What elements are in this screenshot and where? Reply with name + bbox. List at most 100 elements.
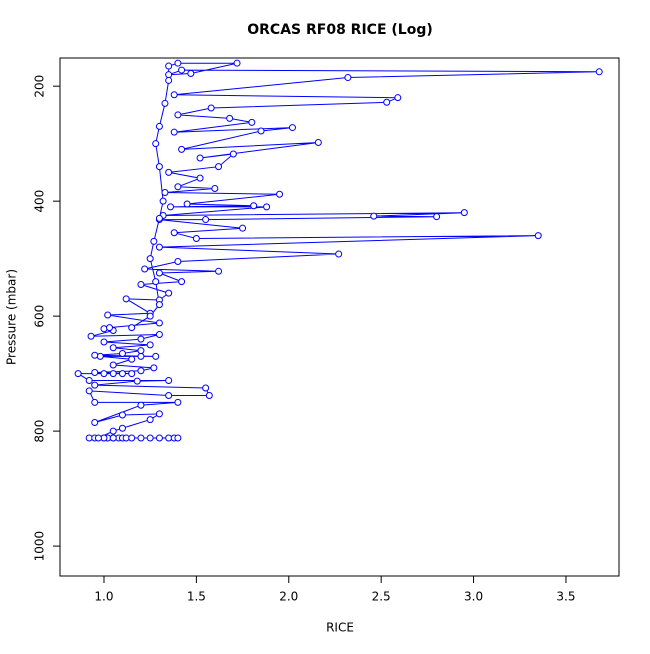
x-tick-label: 3.0: [464, 590, 483, 604]
data-point: [91, 381, 99, 389]
data-point: [152, 278, 160, 286]
y-tick-label: 1000: [33, 531, 47, 562]
data-point: [109, 434, 117, 442]
data-point: [314, 139, 322, 147]
data-point: [85, 387, 93, 395]
data-point: [226, 114, 234, 122]
data-point: [174, 258, 182, 266]
data-point: [109, 344, 117, 352]
data-point: [174, 434, 182, 442]
data-point: [165, 377, 173, 385]
data-point: [248, 118, 256, 126]
data-point: [433, 213, 441, 221]
data-point: [161, 189, 169, 197]
data-point: [595, 68, 603, 76]
data-point: [100, 370, 108, 378]
data-point: [202, 216, 210, 224]
data-point: [128, 434, 136, 442]
data-point: [137, 367, 145, 375]
data-point: [87, 332, 95, 340]
data-point: [165, 62, 173, 70]
data-point: [170, 91, 178, 99]
data-point: [94, 434, 102, 442]
data-point: [207, 104, 215, 112]
data-point: [152, 140, 160, 148]
data-point: [165, 289, 173, 297]
data-point: [109, 361, 117, 369]
x-tick-label: 1.0: [94, 590, 113, 604]
data-point: [118, 350, 126, 358]
data-point: [187, 70, 195, 78]
data-point: [109, 427, 117, 435]
data-point: [155, 410, 163, 418]
data-point: [165, 76, 173, 84]
data-point: [288, 124, 296, 132]
data-point: [91, 368, 99, 376]
data-point: [109, 370, 117, 378]
data-point: [146, 341, 154, 349]
data-point: [167, 203, 175, 211]
data-point: [91, 418, 99, 426]
data-point: [165, 391, 173, 399]
data-point: [161, 99, 169, 107]
data-point: [202, 384, 210, 392]
data-point: [155, 214, 163, 222]
x-axis-label: RICE: [326, 621, 354, 635]
data-point: [141, 265, 149, 273]
data-point: [344, 74, 352, 82]
data-point: [394, 94, 402, 102]
data-point: [174, 183, 182, 191]
data-point: [128, 370, 136, 378]
x-tick-label: 1.5: [187, 590, 206, 604]
data-point: [257, 127, 265, 135]
data-point: [118, 370, 126, 378]
data-point: [118, 411, 126, 419]
data-point: [174, 59, 182, 67]
data-point: [106, 324, 114, 332]
data-point: [215, 267, 223, 275]
data-point: [215, 163, 223, 171]
data-point: [100, 325, 108, 333]
data-point: [165, 168, 173, 176]
data-point: [370, 212, 378, 220]
data-point: [155, 319, 163, 327]
data-point: [155, 331, 163, 339]
data-point: [178, 278, 186, 286]
data-point: [155, 122, 163, 130]
data-point: [74, 370, 82, 378]
data-point: [137, 401, 145, 409]
data-point: [233, 59, 241, 67]
data-point: [137, 335, 145, 343]
data-point: [128, 324, 136, 332]
data-point: [383, 98, 391, 106]
data-point: [146, 312, 154, 320]
data-point: [155, 434, 163, 442]
data-point: [196, 154, 204, 162]
data-point: [137, 281, 145, 289]
data-point: [85, 377, 93, 385]
data-point: [118, 424, 126, 432]
y-axis-label: Pressure (mbar): [5, 269, 19, 365]
data-point: [104, 311, 112, 319]
data-point: [335, 250, 343, 258]
data-point: [122, 295, 130, 303]
data-point: [152, 352, 160, 360]
data-point: [174, 398, 182, 406]
data-point: [239, 224, 247, 232]
data-point: [196, 174, 204, 182]
data-point: [146, 255, 154, 263]
data-point: [155, 301, 163, 309]
data-point: [91, 351, 99, 359]
data-point: [229, 150, 237, 158]
data-point: [205, 391, 213, 399]
data-point: [133, 377, 141, 385]
data-point: [137, 347, 145, 355]
y-tick-label: 200: [33, 75, 47, 98]
data-point: [137, 352, 145, 360]
data-point: [128, 355, 136, 363]
data-point: [178, 145, 186, 153]
chart-title: ORCAS RF08 RICE (Log): [247, 22, 433, 38]
data-point: [170, 128, 178, 136]
